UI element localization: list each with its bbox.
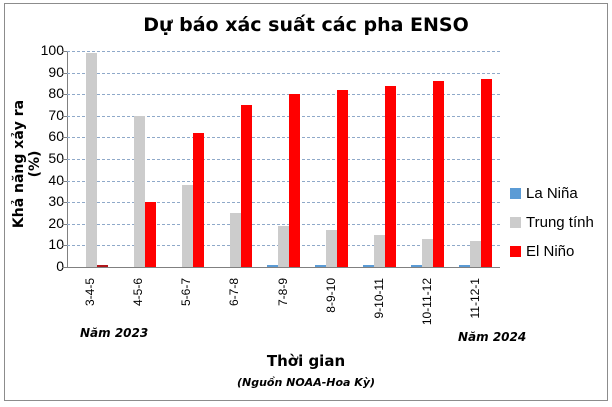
- x-tick-label: 8-9-10: [323, 278, 338, 313]
- bar-el-ni-o: [96, 264, 108, 267]
- y-tick-mark: [62, 72, 67, 74]
- gridline: [67, 137, 500, 139]
- bar-trung-t-nh: [181, 184, 193, 267]
- x-axis-line: [67, 267, 500, 268]
- legend-swatch: [510, 246, 521, 257]
- legend: La Niña Trung tính El Niño: [510, 179, 594, 266]
- gridline: [67, 51, 500, 52]
- x-tick-label: 6-7-8: [227, 278, 242, 307]
- legend-label: Trung tính: [526, 214, 594, 231]
- source-note: (Nguồn NOAA-Hoa Kỳ): [236, 376, 376, 389]
- bar-trung-t-nh: [85, 53, 97, 267]
- gridline: [67, 202, 500, 204]
- bar-el-ni-o: [289, 94, 300, 267]
- bar-el-ni-o: [240, 105, 252, 267]
- y-tick-mark: [62, 51, 67, 52]
- x-tick-label: 10-11-12: [419, 278, 434, 326]
- bar-trung-t-nh: [326, 230, 338, 267]
- y-tick-label: 90: [48, 63, 64, 80]
- y-tick-label: 50: [48, 150, 64, 166]
- chart-frame: [4, 3, 608, 401]
- bar-el-ni-o: [481, 79, 493, 267]
- y-tick-mark: [62, 159, 67, 160]
- legend-swatch: [510, 188, 521, 199]
- year-label-2023: Năm 2023: [80, 326, 149, 340]
- bar-el-ni-o: [192, 133, 204, 267]
- bar-trung-t-nh: [133, 115, 145, 267]
- bar-el-ni-o: [144, 202, 156, 267]
- bar-el-ni-o: [433, 81, 445, 267]
- gridline: [67, 159, 500, 160]
- y-tick-label: 30: [48, 193, 64, 210]
- y-tick-mark: [62, 94, 67, 96]
- bar-trung-t-nh: [422, 238, 434, 267]
- bar-la-ni-a: [267, 264, 278, 267]
- legend-item: Trung tính: [510, 208, 594, 237]
- legend-item: La Niña: [510, 179, 594, 208]
- bar-la-ni-a: [459, 264, 471, 267]
- bar-la-ni-a: [363, 264, 375, 267]
- x-tick-label: 5-6-7: [179, 278, 194, 307]
- y-tick-mark: [62, 180, 67, 182]
- bar-trung-t-nh: [229, 213, 241, 267]
- gridline: [67, 180, 500, 182]
- bar-trung-t-nh: [470, 241, 482, 267]
- year-label-2024: Năm 2024: [458, 330, 527, 344]
- bar-la-ni-a: [315, 264, 327, 267]
- plot-area: [62, 51, 500, 268]
- bar-la-ni-a: [411, 264, 423, 267]
- y-tick-label: 70: [48, 106, 64, 123]
- legend-item: El Niño: [510, 237, 594, 266]
- bar-el-ni-o: [337, 89, 349, 267]
- gridline: [67, 94, 500, 96]
- y-tick-mark: [62, 137, 67, 139]
- chart-title: Dự báo xác suất các pha ENSO: [143, 14, 469, 36]
- y-tick-label: 20: [48, 214, 64, 231]
- y-tick-label: 80: [48, 85, 64, 102]
- gridline: [67, 115, 500, 117]
- y-tick-mark: [62, 245, 67, 247]
- y-tick-label: 0: [56, 258, 64, 274]
- y-tick-mark: [62, 267, 67, 268]
- legend-label: El Niño: [526, 243, 575, 260]
- bar-trung-t-nh: [374, 234, 386, 267]
- y-tick-label: 100: [40, 42, 64, 58]
- legend-swatch: [510, 217, 521, 228]
- y-tick-mark: [62, 202, 67, 204]
- bar-el-ni-o: [385, 85, 397, 267]
- x-tick-label: 7-8-9: [275, 278, 290, 307]
- y-tick-mark: [62, 223, 67, 225]
- bar-trung-t-nh: [278, 225, 289, 267]
- gridline: [67, 223, 500, 225]
- y-tick-label: 10: [48, 236, 64, 253]
- x-tick-label: 9-10-11: [371, 278, 386, 319]
- y-tick-mark: [62, 115, 67, 117]
- gridline: [67, 72, 500, 74]
- y-tick-label: 60: [48, 128, 64, 145]
- y-tick-label: 40: [48, 171, 64, 188]
- legend-label: La Niña: [526, 185, 578, 202]
- x-axis-title: Thời gian: [266, 352, 346, 370]
